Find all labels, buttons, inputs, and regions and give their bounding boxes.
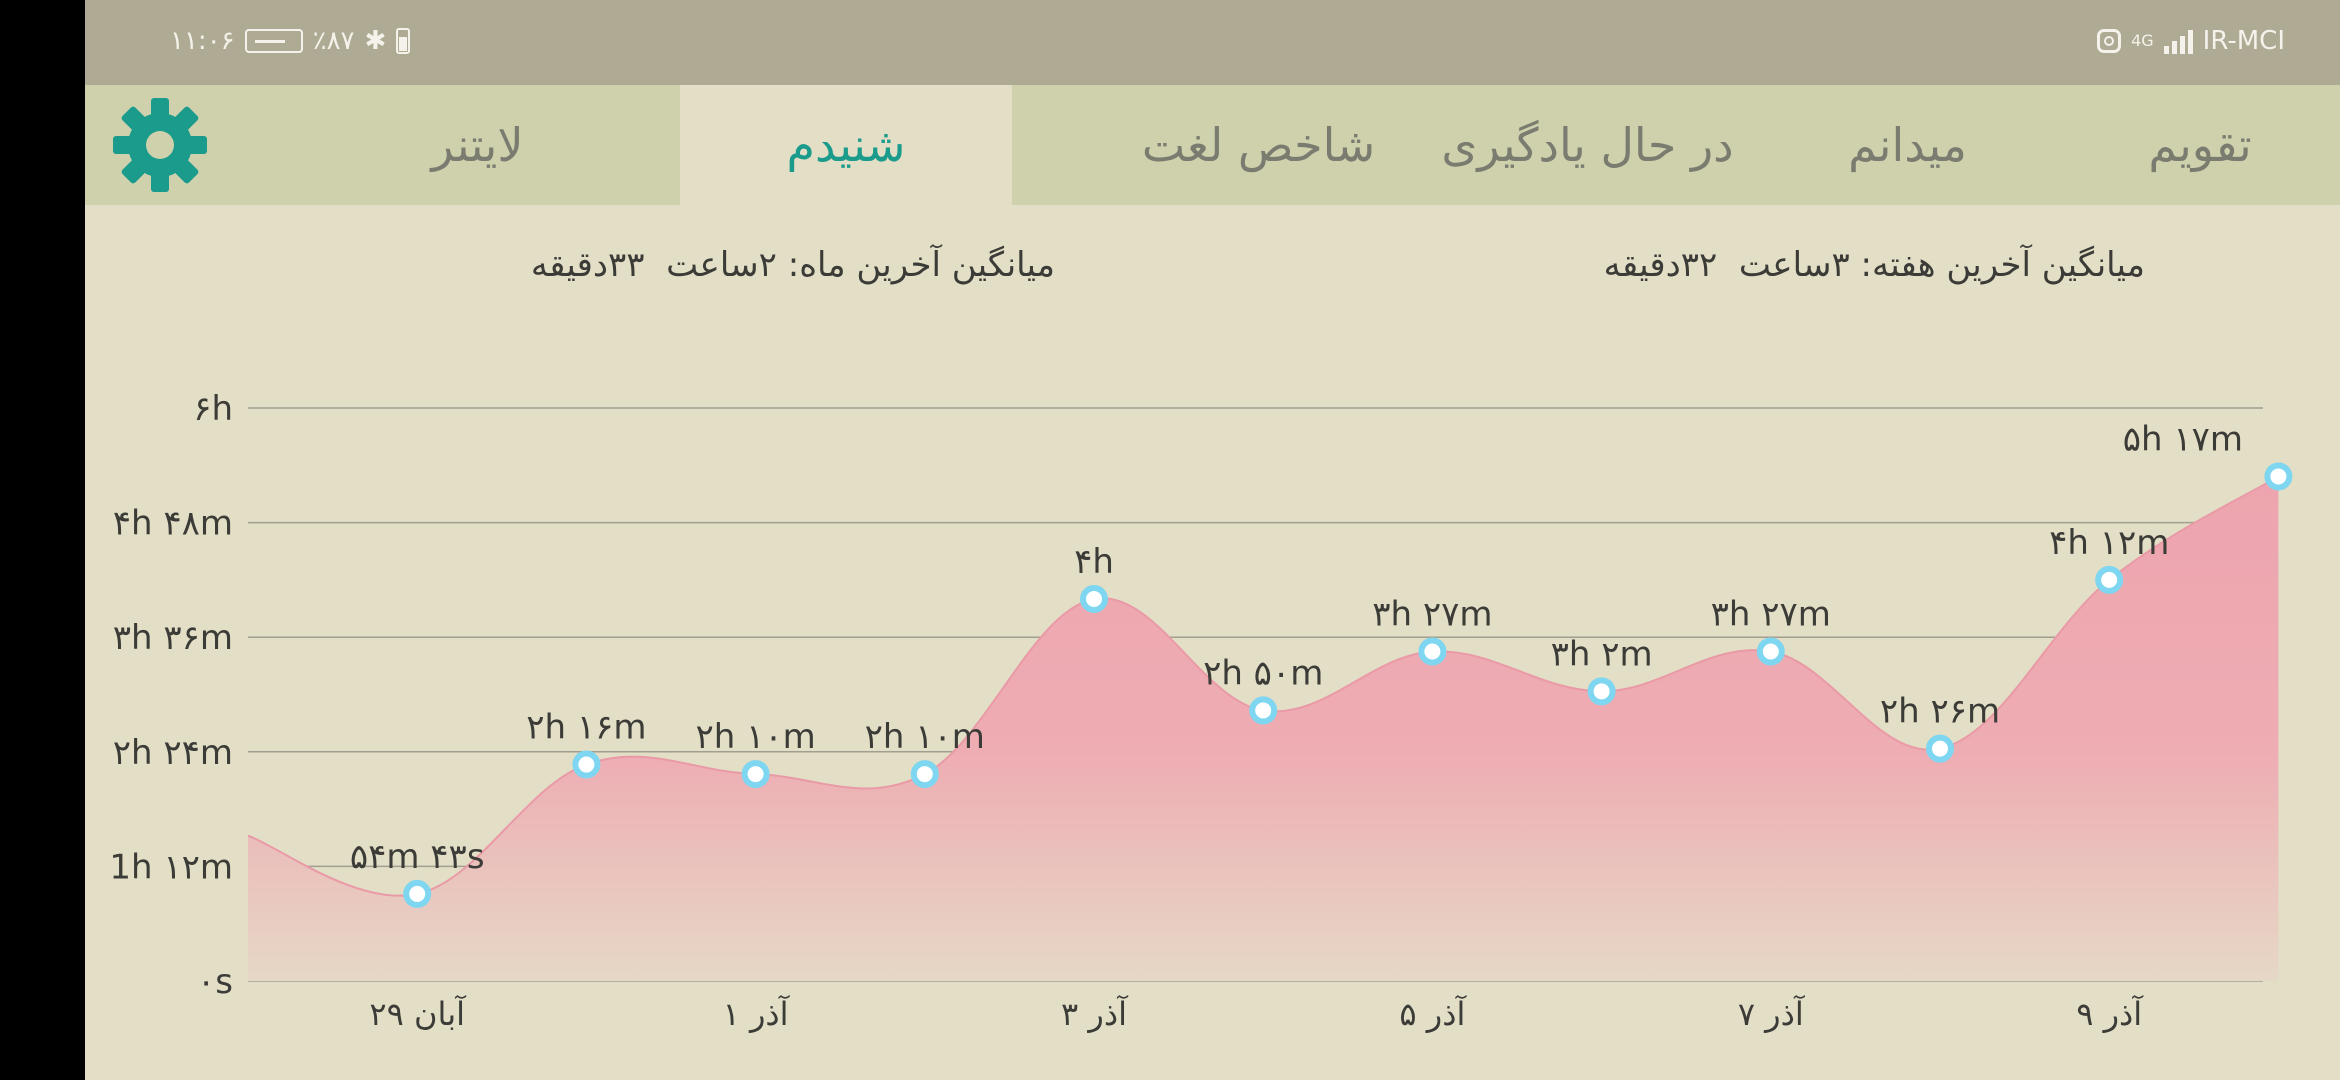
- tab-word-index[interactable]: شاخص لغت: [1141, 118, 1376, 172]
- battery-percent: ٪۸۷: [312, 26, 355, 56]
- monthly-average-label: میانگین آخرین ماه:: [787, 245, 1055, 285]
- data-point[interactable]: [403, 879, 432, 908]
- data-point[interactable]: [741, 760, 770, 789]
- tab-known[interactable]: میدانم: [1848, 118, 1967, 172]
- listening-time-chart: ۰s 1h ۱۲m ۲h ۲۴m ۳h ۳۶m ۴h ۴۸m ۶h ۲۹ آبان ۱ آذ…: [109, 389, 2293, 1033]
- data-point[interactable]: [1080, 585, 1108, 613]
- data-point[interactable]: [2095, 565, 2124, 594]
- tab-calendar[interactable]: تقویم: [2148, 118, 2252, 172]
- tab-heard[interactable]: شنیدم: [680, 85, 1012, 205]
- settings-button[interactable]: [113, 98, 207, 192]
- data-point[interactable]: [1926, 734, 1954, 763]
- data-label: ۳h ۲m: [1551, 634, 1653, 674]
- data-label: ۲h ۵۰m: [1203, 653, 1323, 693]
- status-right: 4G IR-MCI: [2097, 24, 2285, 58]
- x-tick-label: ۱ آذر: [723, 994, 791, 1033]
- y-tick-label: ۳h ۳۶m: [113, 618, 233, 658]
- data-point[interactable]: [1756, 637, 1785, 666]
- data-label: ۲h ۱۰m: [695, 717, 815, 757]
- signal-icon: [2163, 28, 2193, 54]
- weekly-average-label: میانگین آخرین هفته:: [1860, 245, 2145, 285]
- status-left: ۱۱:۰۶ ٪۸۷ ✱: [170, 24, 411, 58]
- data-label: ۵۴m ۴۳s: [350, 837, 485, 877]
- y-tick-label: ۴h ۴۸m: [113, 504, 233, 544]
- data-label: ۳h ۲۷m: [1711, 595, 1831, 635]
- battery-saver-icon: [244, 29, 303, 53]
- gear-icon: [113, 98, 207, 192]
- data-point[interactable]: [1587, 677, 1616, 706]
- tab-bar: تقویم میدانم در حال یادگیری شاخص لغت شنی…: [85, 85, 2340, 205]
- x-tick-label: ۵ آذر: [1399, 994, 1467, 1033]
- bluetooth-icon: ✱: [364, 26, 387, 56]
- weekly-average-hours: ۳ساعت: [1738, 245, 1850, 285]
- weekly-average-minutes: ۳۲دقیقه: [1603, 245, 1718, 285]
- data-label: ۵h ۱۷m: [2123, 419, 2243, 459]
- tab-learning[interactable]: در حال یادگیری: [1441, 118, 1734, 172]
- monthly-average-hours: ۲ساعت: [666, 245, 777, 285]
- x-tick-label: ۷ آذر: [1738, 994, 1806, 1033]
- weekly-average: میانگین آخرین هفته: ۳ساعت ۳۲دقیقه: [1445, 245, 2145, 285]
- data-label: ۲h ۱۶m: [526, 708, 646, 748]
- data-label: ۳h ۲۷m: [1372, 595, 1492, 635]
- status-time: ۱۱:۰۶: [170, 26, 235, 56]
- data-point[interactable]: [1249, 696, 1278, 725]
- x-tick-label: ۲۹ آبان: [369, 994, 467, 1033]
- data-label: ۲h ۱۰m: [865, 717, 985, 757]
- monthly-average: میانگین آخرین ماه: ۲ساعت ۳۳دقیقه: [435, 245, 1055, 285]
- x-tick-label: ۹ آذر: [2076, 994, 2144, 1033]
- y-tick-label: ۶h: [193, 389, 233, 429]
- data-label: ۴h ۱۲m: [2049, 523, 2169, 563]
- monthly-average-minutes: ۳۳دقیقه: [530, 245, 645, 285]
- data-point[interactable]: [572, 750, 601, 779]
- data-point[interactable]: [910, 760, 939, 789]
- data-label: ۲h ۲۶m: [1880, 692, 2000, 732]
- instagram-icon: [2097, 29, 2122, 53]
- data-label: ۴h: [1074, 542, 1114, 582]
- network-type: 4G: [2131, 31, 2154, 50]
- data-point[interactable]: [1418, 637, 1447, 666]
- app-screen: ۱۱:۰۶ ٪۸۷ ✱ 4G IR-MCI: [85, 0, 2340, 1080]
- tab-leitner[interactable]: لایتنر: [431, 118, 524, 172]
- data-point[interactable]: [2264, 462, 2293, 491]
- battery-icon: [396, 28, 411, 54]
- status-bar: ۱۱:۰۶ ٪۸۷ ✱ 4G IR-MCI: [85, 0, 2340, 85]
- x-tick-label: ۳ آذر: [1061, 994, 1129, 1033]
- y-tick-label: ۰s: [197, 962, 233, 1002]
- carrier-name: IR-MCI: [2202, 26, 2285, 56]
- y-tick-label: 1h ۱۲m: [109, 847, 233, 887]
- y-tick-label: ۲h ۲۴m: [113, 733, 233, 773]
- area-fill: [248, 476, 2279, 981]
